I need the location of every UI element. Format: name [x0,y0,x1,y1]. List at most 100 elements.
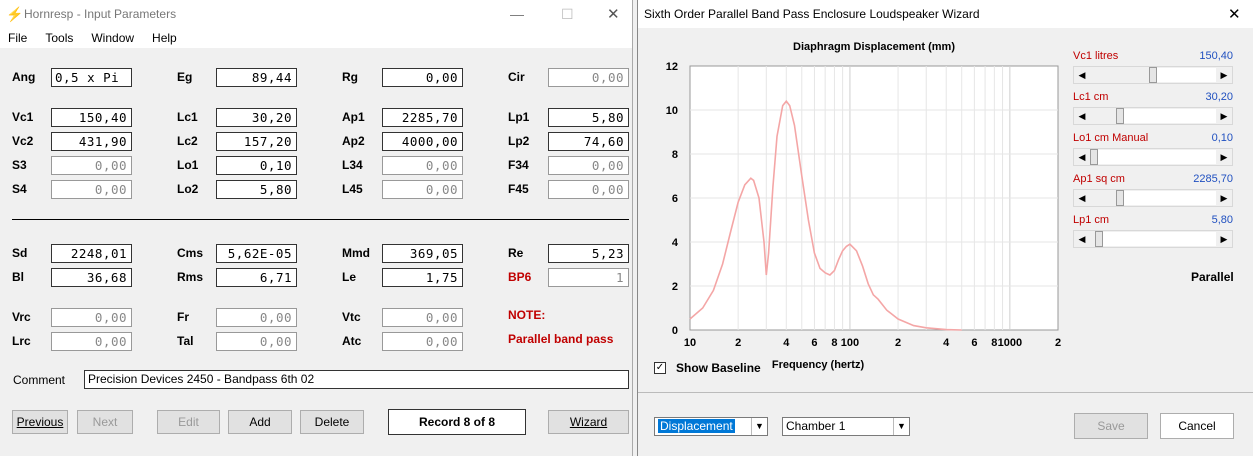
previous-button[interactable]: Previous [12,410,68,434]
param-label-lo2: Lo2 [177,182,199,196]
param-field-lc2[interactable]: 157,20 [216,132,297,151]
param-field-s4[interactable]: 0,00 [51,180,132,199]
param-label-lc1: Lc1 [177,110,198,124]
param-field-ap1[interactable]: 2285,70 [382,108,463,127]
x-tick-label: 8 [991,337,997,349]
parameter-slider-4[interactable]: ◀ ▶ [1073,230,1233,248]
chevron-right-icon[interactable]: ▶ [1216,190,1232,206]
hornresp-icon: ⚡ [6,5,24,22]
param-label-lc2: Lc2 [177,134,198,148]
param-field-lrc[interactable]: 0,00 [51,332,132,351]
display-select-value: Displacement [658,419,735,433]
param-field-mmd[interactable]: 369,05 [382,244,463,263]
parameter-slider-2[interactable]: ◀ ▶ [1073,148,1233,166]
slider-track[interactable] [1124,191,1216,205]
param-field-fr[interactable]: 0,00 [216,308,297,327]
input-title-bar: ⚡ Hornresp - Input Parameters — ☐ ✕ [0,0,632,28]
param-label-eg: Eg [177,70,193,84]
param-field-lo2[interactable]: 5,80 [216,180,297,199]
param-field-ap2[interactable]: 4000,00 [382,132,463,151]
param-field-lp1[interactable]: 5,80 [548,108,629,127]
param-field-le[interactable]: 1,75 [382,268,463,287]
menu-help[interactable]: Help [152,31,177,45]
param-field-eg[interactable]: 89,44 [216,68,297,87]
menu-file[interactable]: File [8,31,28,45]
wizard-close-icon[interactable]: ✕ [1228,6,1241,23]
param-field-l34[interactable]: 0,00 [382,156,463,175]
param-label-lp1: Lp1 [508,110,530,124]
param-field-cir[interactable]: 0,00 [548,68,629,87]
param-field-vrc[interactable]: 0,00 [51,308,132,327]
delete-button[interactable]: Delete [300,410,364,434]
slider-thumb[interactable] [1149,67,1157,83]
param-label-ap1: Ap1 [342,110,365,124]
chevron-left-icon[interactable]: ◀ [1074,108,1090,124]
add-button[interactable]: Add [228,410,292,434]
chevron-left-icon[interactable]: ◀ [1074,67,1090,83]
param-field-vc2[interactable]: 431,90 [51,132,132,151]
chevron-right-icon[interactable]: ▶ [1216,231,1232,247]
chevron-right-icon[interactable]: ▶ [1216,149,1232,165]
param-field-vc1[interactable]: 150,40 [51,108,132,127]
param-field-re[interactable]: 5,23 [548,244,629,263]
parameter-slider-0[interactable]: ◀ ▶ [1073,66,1233,84]
slider-thumb[interactable] [1090,149,1098,165]
wizard-button[interactable]: Wizard [548,410,629,434]
param-field-tal[interactable]: 0,00 [216,332,297,351]
param-label-bl: Bl [12,270,24,284]
chevron-left-icon[interactable]: ◀ [1074,149,1090,165]
param-field-s3[interactable]: 0,00 [51,156,132,175]
menu-tools[interactable]: Tools [45,31,74,45]
comment-field[interactable]: Precision Devices 2450 - Bandpass 6th 02 [84,370,629,389]
param-label-bp6: BP6 [508,270,532,284]
param-label-lo1: Lo1 [177,158,199,172]
slider-thumb[interactable] [1095,231,1103,247]
param-field-ang[interactable]: 0,5 x Pi [51,68,132,87]
param-field-sd[interactable]: 2248,01 [51,244,132,263]
show-baseline-checkbox[interactable]: ✓ [654,362,666,374]
param-field-lo1[interactable]: 0,10 [216,156,297,175]
param-field-bl[interactable]: 36,68 [51,268,132,287]
slider-track[interactable] [1157,68,1216,82]
param-field-rms[interactable]: 6,71 [216,268,297,287]
slider-thumb[interactable] [1116,108,1124,124]
show-baseline-label[interactable]: Show Baseline [676,361,761,375]
param-field-lc1[interactable]: 30,20 [216,108,297,127]
x-tick-label: 4 [943,337,950,349]
param-field-l45[interactable]: 0,00 [382,180,463,199]
param-field-vtc[interactable]: 0,00 [382,308,463,327]
next-button[interactable]: Next [77,410,133,434]
param-field-atc[interactable]: 0,00 [382,332,463,351]
slider-track[interactable] [1124,109,1216,123]
minimize-button[interactable]: — [510,6,524,22]
param-field-lp2[interactable]: 74,60 [548,132,629,151]
param-field-bp6[interactable]: 1 [548,268,629,287]
x-tick-label: 6 [811,337,817,349]
maximize-button[interactable]: ☐ [561,5,574,22]
cancel-button[interactable]: Cancel [1160,413,1234,439]
chevron-left-icon[interactable]: ◀ [1074,231,1090,247]
slider-thumb[interactable] [1116,190,1124,206]
edit-button[interactable]: Edit [157,410,220,434]
chevron-right-icon[interactable]: ▶ [1216,67,1232,83]
param-field-f45[interactable]: 0,00 [548,180,629,199]
param-field-f34[interactable]: 0,00 [548,156,629,175]
slider-track[interactable] [1103,232,1216,246]
slider-track[interactable] [1098,150,1216,164]
param-label-lrc: Lrc [12,334,31,348]
y-tick-label: 12 [666,61,678,73]
chevron-left-icon[interactable]: ◀ [1074,190,1090,206]
chamber-select[interactable]: Chamber 1 ▼ [782,417,910,436]
y-tick-label: 2 [672,281,678,293]
param-field-cms[interactable]: 5,62E-05 [216,244,297,263]
parameter-slider-3[interactable]: ◀ ▶ [1073,189,1233,207]
save-button[interactable]: Save [1074,413,1148,439]
close-button[interactable]: ✕ [607,6,620,23]
param-field-rg[interactable]: 0,00 [382,68,463,87]
chevron-right-icon[interactable]: ▶ [1216,108,1232,124]
display-select[interactable]: Displacement ▼ [654,417,768,436]
slider-label-0: Vc1 litres [1073,50,1119,62]
parameter-slider-1[interactable]: ◀ ▶ [1073,107,1233,125]
menu-window[interactable]: Window [91,31,135,45]
